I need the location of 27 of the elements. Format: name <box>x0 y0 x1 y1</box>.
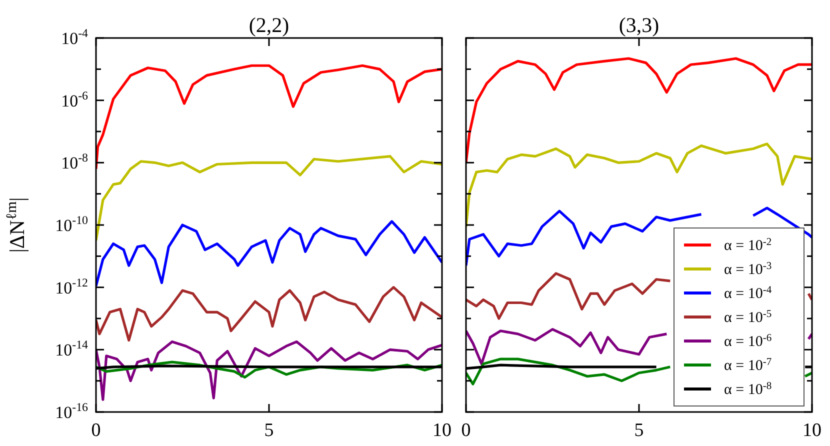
legend-label: α = 10$^{-4}$ <box>724 284 772 302</box>
chart-title: (2,2) <box>248 13 290 37</box>
x-tick-label: 5 <box>264 420 274 441</box>
y-tick-label: 10$^{-6}$ <box>61 88 88 110</box>
x-tick-label: 0 <box>461 420 471 441</box>
line-series <box>96 64 442 170</box>
x-tick-label: 10 <box>802 420 822 441</box>
line-series <box>96 340 442 401</box>
y-tick-label: 10$^{-4}$ <box>61 26 88 48</box>
legend-label: α = 10$^{-3}$ <box>724 260 772 278</box>
chart-title: (3,3) <box>618 13 660 37</box>
x-tick-label: 0 <box>91 420 101 441</box>
y-tick-label: 10$^{-8}$ <box>61 150 88 173</box>
y-tick-label: 10$^{-14}$ <box>55 338 88 360</box>
line-series <box>96 286 442 342</box>
legend-label: α = 10$^{-7}$ <box>724 356 772 374</box>
y-tick-label: 10$^{-12}$ <box>55 275 88 298</box>
x-tick-label: 5 <box>634 420 644 441</box>
legend-label: α = 10$^{-8}$ <box>724 380 772 398</box>
line-series <box>96 220 442 288</box>
line-series <box>96 155 442 242</box>
legend-label: α = 10$^{-2}$ <box>724 236 772 254</box>
x-tick-label: 10 <box>432 420 452 441</box>
y-tick-label: 10$^{-10}$ <box>55 213 88 235</box>
legend-label: α = 10$^{-5}$ <box>724 308 772 326</box>
legend-label: α = 10$^{-6}$ <box>724 332 772 350</box>
y-tick-label: 10$^{-16}$ <box>55 400 88 422</box>
